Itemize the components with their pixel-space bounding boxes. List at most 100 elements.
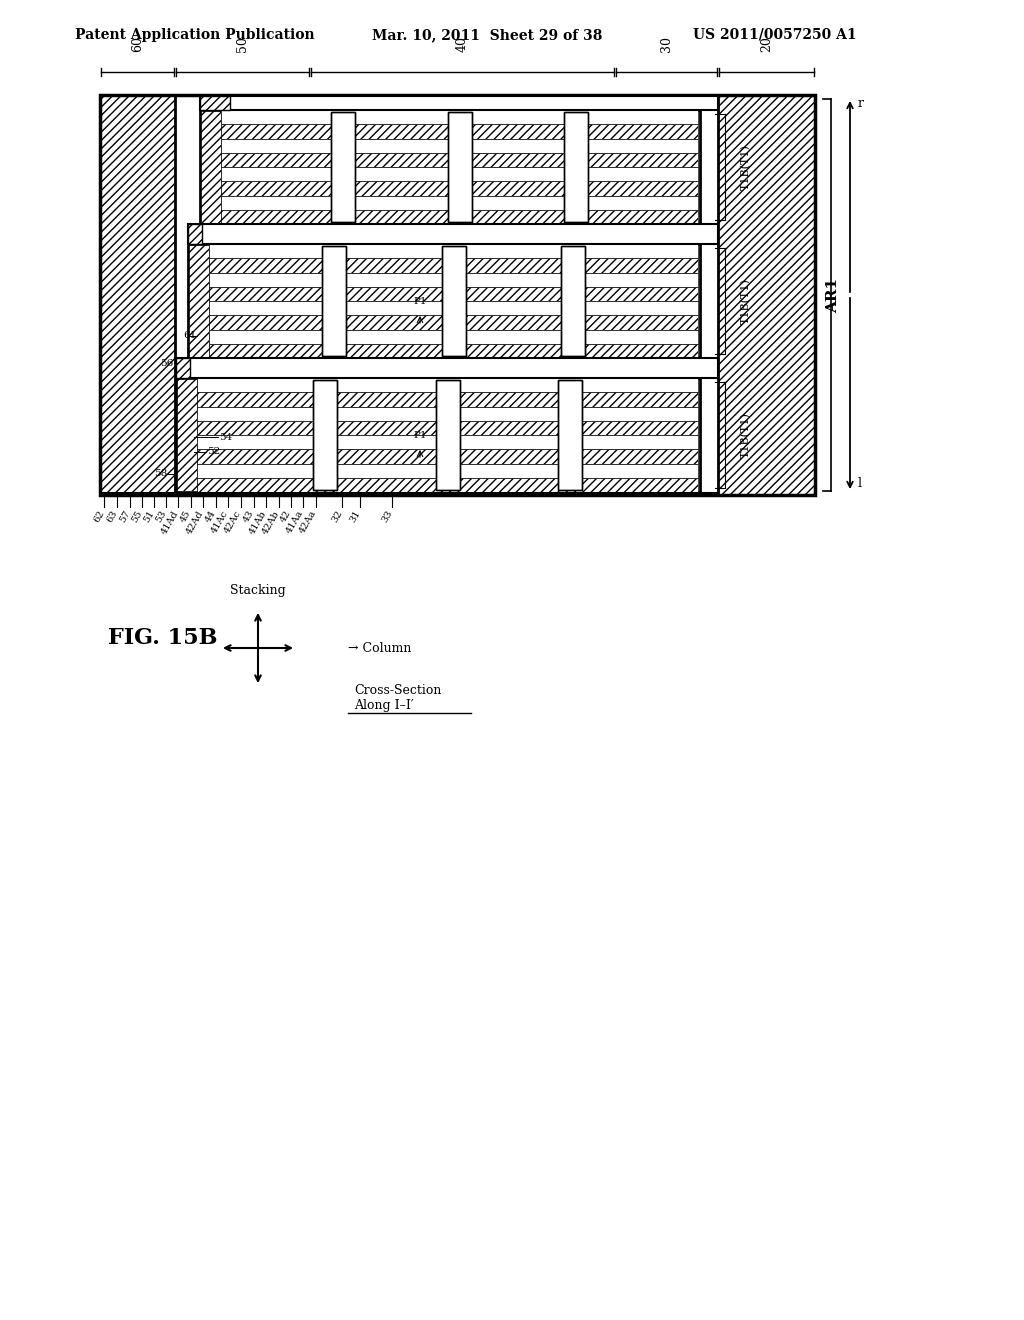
Bar [558,380,583,490]
Text: 20: 20 [760,36,773,51]
Bar [441,246,466,356]
Bar [209,272,698,286]
Bar [209,259,698,272]
Bar [441,246,466,356]
Text: 61: 61 [182,331,196,341]
Bar [188,244,700,358]
Text: Stacking: Stacking [230,583,286,597]
Bar [221,195,698,210]
Bar [100,95,175,495]
Bar [209,343,698,358]
Text: 60: 60 [131,36,144,51]
Text: 33: 33 [380,510,394,524]
Bar [189,246,209,356]
Bar [718,95,815,495]
Bar [558,380,583,490]
Bar [197,478,698,492]
Text: AR1: AR1 [826,277,840,313]
Text: 55: 55 [130,510,144,524]
Bar [558,380,583,490]
Text: l: l [858,477,862,490]
Bar [200,110,700,224]
Bar [197,449,698,463]
Text: 42Ab: 42Ab [260,510,281,536]
Text: 42Aa: 42Aa [298,510,318,536]
Text: 45: 45 [179,510,193,524]
Bar [189,246,209,356]
Text: T1B(T1): T1B(T1) [740,144,752,190]
Bar [100,95,815,495]
Bar [201,111,221,223]
Bar [447,112,471,222]
Bar [221,110,698,124]
Text: Mar. 10, 2011  Sheet 29 of 38: Mar. 10, 2011 Sheet 29 of 38 [372,28,602,42]
Bar [331,112,354,222]
Text: 51: 51 [142,510,156,524]
Bar [200,96,230,110]
Bar [312,380,337,490]
Bar [197,478,698,492]
Text: 41Ad: 41Ad [160,510,180,536]
Text: 57: 57 [118,510,132,524]
Text: 41Aa: 41Aa [285,510,305,536]
Text: US 2011/0057250 A1: US 2011/0057250 A1 [693,28,857,42]
Bar [312,380,337,490]
Text: Cross-Section: Cross-Section [354,684,441,697]
Text: 44: 44 [204,510,218,524]
Text: P1: P1 [414,430,427,440]
Bar [197,407,698,421]
Bar [100,95,175,495]
Bar [188,224,718,244]
Bar [209,286,698,301]
Bar [221,210,698,224]
Text: 41Ab: 41Ab [248,510,268,536]
Bar [209,301,698,315]
Bar [564,112,588,222]
Text: T1B(T1): T1B(T1) [740,279,752,323]
Bar [561,246,586,356]
Bar [197,421,698,436]
Bar [221,181,698,195]
Bar [177,379,197,491]
Bar [209,330,698,343]
Bar [221,210,698,224]
Text: 58: 58 [154,470,167,479]
Bar [221,181,698,195]
Bar [221,124,698,139]
Text: 43: 43 [242,510,256,524]
Bar [331,112,354,222]
Bar [197,449,698,463]
Bar [188,224,202,244]
Bar [221,153,698,168]
Bar [221,153,698,168]
Bar [441,246,466,356]
Bar [188,224,202,244]
Bar [197,392,698,407]
Text: 41Ac: 41Ac [210,510,230,535]
Bar [176,358,190,378]
Text: 30: 30 [660,36,673,51]
Bar [197,421,698,436]
Bar [209,286,698,301]
Bar [435,380,460,490]
Bar [221,124,698,139]
Text: 53: 53 [154,510,168,524]
Bar [209,315,698,330]
Bar [331,112,354,222]
Bar [176,358,718,378]
Bar [177,379,197,491]
Bar [197,463,698,478]
Bar [197,436,698,449]
Bar [435,380,460,490]
Text: Patent Application Publication: Patent Application Publication [75,28,314,42]
Bar [176,378,700,492]
Bar [197,392,698,407]
Bar [221,139,698,153]
Text: → Column: → Column [348,642,412,655]
Bar [209,244,698,259]
Text: 50: 50 [236,36,249,51]
Bar [718,95,815,495]
Bar [312,380,337,490]
Bar [200,96,230,110]
Text: 54: 54 [219,433,232,441]
